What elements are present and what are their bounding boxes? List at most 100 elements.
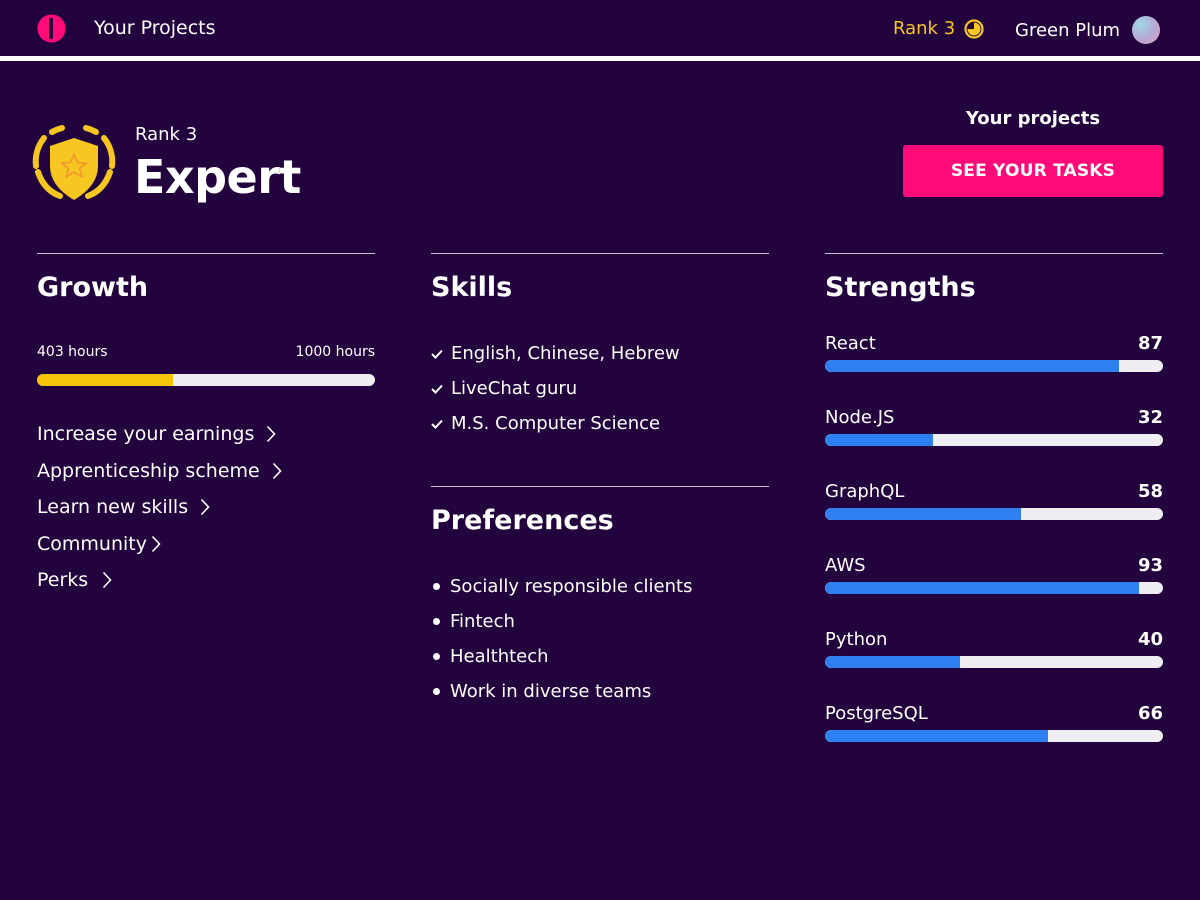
list-item: M.S. Computer Science (431, 406, 769, 441)
preference-label: Socially responsible clients (450, 576, 693, 597)
bullet-dot-icon (433, 618, 440, 625)
strength-name: Node.JS (825, 407, 895, 428)
strengths-divider (825, 253, 1163, 254)
skills-list: English, Chinese, Hebrew LiveChat guru M… (431, 336, 769, 441)
strength-name: AWS (825, 555, 866, 576)
strength-value: 58 (1137, 481, 1163, 502)
strength-bar (825, 730, 1163, 742)
chevron-right-icon (272, 462, 282, 479)
strength-bar (825, 656, 1163, 668)
app-title[interactable]: Your Projects (94, 17, 216, 39)
bullet-dot-icon (433, 688, 440, 695)
chevron-right-icon (201, 499, 210, 516)
skill-label: M.S. Computer Science (451, 413, 661, 434)
growth-target-hours: 1000 hours (295, 344, 375, 360)
link-apprenticeship-scheme[interactable]: Apprenticeship scheme (37, 453, 375, 490)
preferences-list: Socially responsible clients Fintech Hea… (431, 569, 769, 709)
growth-divider (37, 253, 375, 254)
strength-item-react: React 87 (825, 328, 1163, 402)
strength-item-nodejs: Node.JS 32 (825, 402, 1163, 476)
skill-label: English, Chinese, Hebrew (451, 343, 680, 364)
rank-indicator-label: Rank 3 (893, 18, 956, 39)
chevron-right-icon (151, 535, 161, 552)
strengths-section: Strengths React 87 Node.JS 32 GraphQL 58 AW… (825, 253, 1163, 772)
strengths-title: Strengths (825, 272, 976, 303)
strength-value: 40 (1137, 629, 1163, 650)
preference-label: Work in diverse teams (450, 681, 652, 702)
growth-links: Increase your earnings Apprenticeship sc… (37, 416, 375, 599)
strength-value: 93 (1137, 555, 1163, 576)
avatar (1132, 16, 1161, 44)
strength-bar (825, 360, 1163, 372)
link-community[interactable]: Community (37, 526, 375, 563)
link-label: Increase your earnings (37, 423, 255, 446)
check-icon (431, 384, 443, 394)
list-item: Socially responsible clients (431, 569, 769, 604)
preference-label: Fintech (450, 611, 515, 632)
strength-bar (825, 582, 1163, 594)
strength-value: 32 (1137, 407, 1163, 428)
strength-bar (825, 434, 1163, 446)
top-bar: Your Projects Rank 3 Green Plum (0, 0, 1200, 56)
chevron-right-icon (267, 426, 276, 443)
growth-progress-bar (37, 374, 375, 386)
topbar-divider (0, 56, 1200, 61)
rank-indicator[interactable]: Rank 3 (893, 18, 984, 39)
shield-star-badge-icon (32, 125, 116, 200)
list-item: Work in diverse teams (431, 674, 769, 709)
list-item: English, Chinese, Hebrew (431, 336, 769, 371)
user-name: Green Plum (1015, 19, 1121, 41)
strength-bar-fill (825, 360, 1120, 372)
strength-name: PostgreSQL (825, 703, 928, 724)
link-label: Perks (37, 569, 89, 592)
chevron-right-icon (103, 572, 112, 589)
strength-item-postgresql: PostgreSQL 66 (825, 698, 1163, 772)
growth-current-hours: 403 hours (37, 344, 108, 360)
strength-bar-fill (825, 434, 934, 446)
growth-hours: 403 hours 1000 hours (37, 344, 375, 360)
see-your-tasks-button[interactable]: SEE YOUR TASKS (903, 145, 1163, 197)
strength-bar-fill (825, 508, 1022, 520)
growth-section: Growth 403 hours 1000 hours Increase you… (37, 253, 375, 599)
strength-item-aws: AWS 93 (825, 550, 1163, 624)
brand-logo-icon[interactable] (37, 14, 66, 43)
rank-clock-icon (964, 18, 984, 39)
link-increase-earnings[interactable]: Increase your earnings (37, 416, 375, 453)
link-label: Apprenticeship scheme (37, 459, 260, 482)
list-item: LiveChat guru (431, 371, 769, 406)
skill-label: LiveChat guru (451, 378, 578, 399)
strength-bar (825, 508, 1163, 520)
link-learn-new-skills[interactable]: Learn new skills (37, 489, 375, 526)
rank-label: Rank 3 (135, 124, 198, 145)
strengths-list: React 87 Node.JS 32 GraphQL 58 AWS 93 Python… (825, 328, 1163, 772)
growth-title: Growth (37, 272, 149, 303)
link-label: Learn new skills (37, 496, 189, 519)
skills-divider (431, 253, 769, 254)
skills-title: Skills (431, 272, 513, 303)
user-menu[interactable]: Green Plum (1015, 16, 1161, 44)
preferences-section: Preferences Socially responsible clients… (431, 486, 769, 709)
link-label: Community (37, 532, 147, 555)
projects-heading: Your projects (965, 108, 1101, 129)
bullet-dot-icon (433, 653, 440, 660)
strength-bar-fill (825, 730, 1049, 742)
preferences-divider (431, 486, 769, 487)
check-icon (431, 419, 443, 429)
preferences-title: Preferences (431, 505, 614, 536)
level-title: Expert (134, 150, 301, 204)
list-item: Healthtech (431, 639, 769, 674)
bullet-dot-icon (433, 583, 440, 590)
preference-label: Healthtech (450, 646, 549, 667)
strength-item-python: Python 40 (825, 624, 1163, 698)
skills-section: Skills English, Chinese, Hebrew LiveChat… (431, 253, 769, 702)
strength-value: 66 (1137, 703, 1163, 724)
strength-bar-fill (825, 656, 961, 668)
strength-item-graphql: GraphQL 58 (825, 476, 1163, 550)
link-perks[interactable]: Perks (37, 562, 375, 599)
list-item: Fintech (431, 604, 769, 639)
growth-progress-fill (37, 374, 174, 386)
strength-bar-fill (825, 582, 1140, 594)
strength-value: 87 (1137, 333, 1163, 354)
strength-name: GraphQL (825, 481, 905, 502)
check-icon (431, 349, 443, 359)
